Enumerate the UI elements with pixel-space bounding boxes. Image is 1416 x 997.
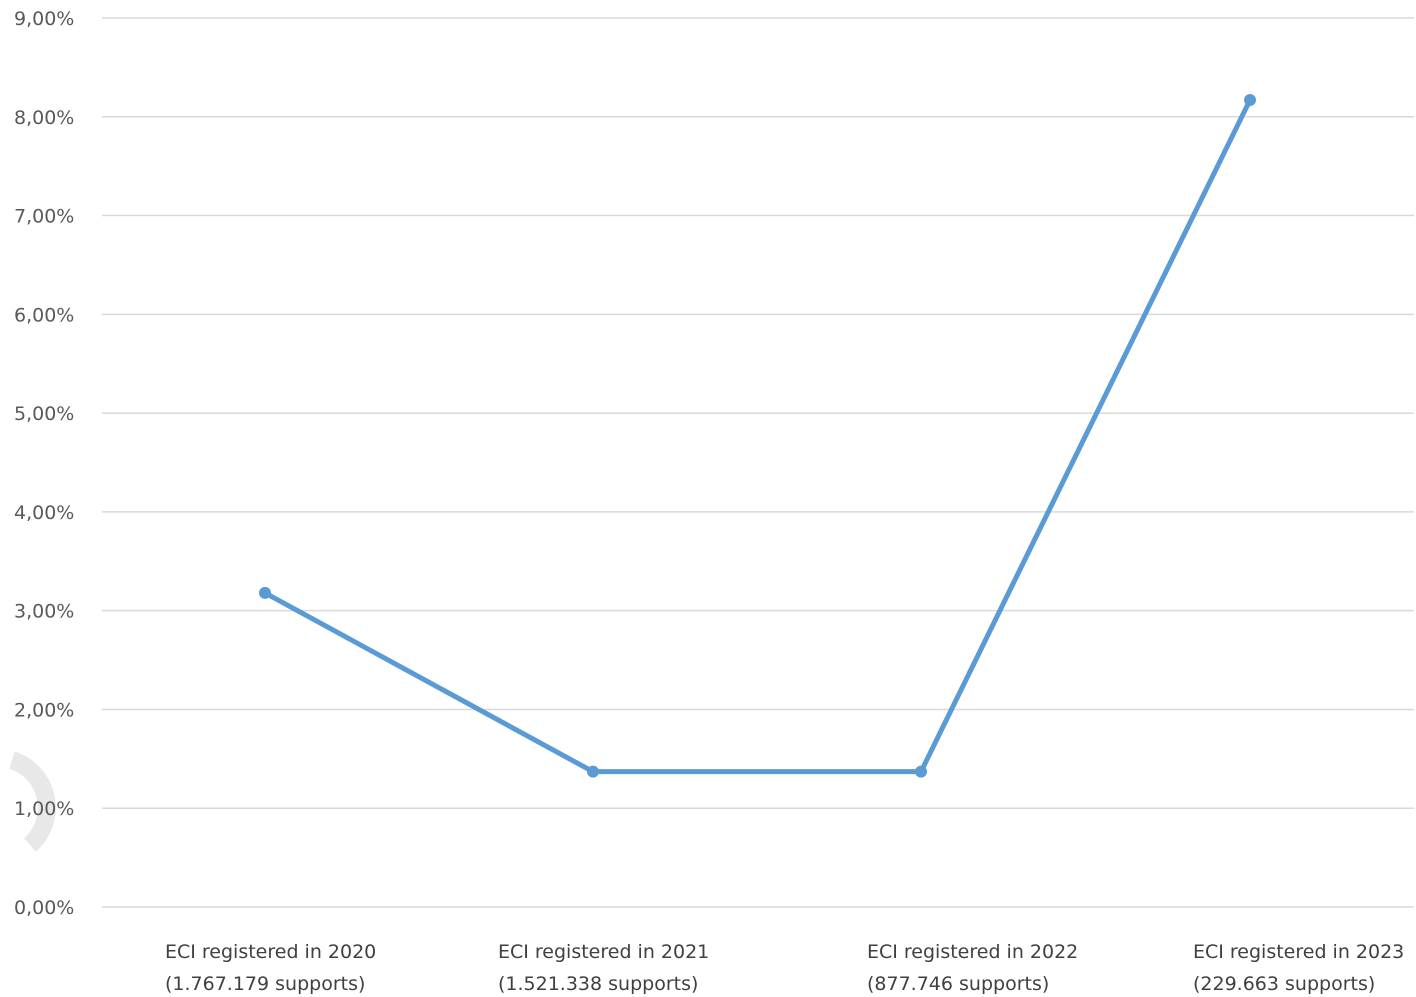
x-axis-categories: ECI registered in 2020 (1.767.179 support…	[165, 941, 1404, 995]
y-tick-label: 4,00%	[14, 502, 74, 524]
y-tick-label: 0,00%	[14, 897, 74, 919]
category-supports: (877.746 supports)	[867, 973, 1049, 995]
y-tick-label: 7,00%	[14, 206, 74, 228]
gridlines	[102, 17, 1414, 908]
watermark-logo	[8, 751, 56, 852]
x-category-label: ECI registered in 2022 (877.746 supports)	[867, 941, 1078, 995]
category-name: ECI registered in 2022	[867, 941, 1078, 963]
x-category-label: ECI registered in 2021 (1.521.338 support…	[498, 941, 709, 995]
y-tick-label: 1,00%	[14, 798, 74, 820]
x-category-label: ECI registered in 2023 (229.663 supports)	[1193, 941, 1404, 995]
category-name: ECI registered in 2023	[1193, 941, 1404, 963]
y-tick-label: 2,00%	[14, 699, 74, 721]
data-point	[915, 765, 927, 778]
y-tick-label: 9,00%	[14, 8, 74, 30]
category-supports: (1.521.338 supports)	[498, 973, 698, 995]
category-supports: (229.663 supports)	[1193, 973, 1375, 995]
y-tick-label: 5,00%	[14, 403, 74, 425]
y-axis-ticks: 0,00% 1,00% 2,00% 3,00% 4,00% 5,00% 6,00% 7,00%…	[14, 8, 74, 919]
data-point	[587, 765, 599, 778]
series-line	[262, 97, 1253, 775]
y-tick-label: 3,00%	[14, 601, 74, 623]
category-name: ECI registered in 2021	[498, 941, 709, 963]
data-point	[1244, 93, 1256, 106]
y-tick-label: 6,00%	[14, 304, 74, 326]
category-supports: (1.767.179 supports)	[165, 973, 365, 995]
y-tick-label: 8,00%	[14, 107, 74, 129]
x-category-label: ECI registered in 2020 (1.767.179 support…	[165, 941, 376, 995]
category-name: ECI registered in 2020	[165, 941, 376, 963]
data-point	[259, 586, 271, 599]
series-area	[259, 93, 1256, 778]
